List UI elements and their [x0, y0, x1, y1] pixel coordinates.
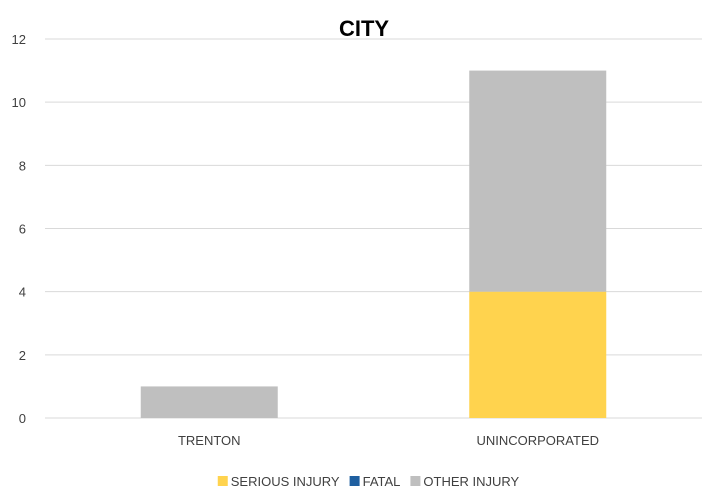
legend-label: FATAL	[363, 474, 401, 489]
bar-segment	[469, 291, 607, 418]
legend-label: OTHER INJURY	[423, 474, 519, 489]
bars	[140, 70, 607, 418]
chart-title: CITY	[339, 16, 389, 41]
x-axis-categories: TRENTON UNINCORPORATED	[178, 433, 599, 448]
y-tick-label: 12	[12, 32, 26, 47]
y-tick-label: 6	[19, 222, 26, 237]
y-axis-ticks: 0 2 4 6 8 10 12	[12, 32, 26, 426]
y-tick-label: 8	[19, 158, 26, 173]
y-tick-label: 0	[19, 411, 26, 426]
y-tick-label: 2	[19, 348, 26, 363]
bar-segment	[140, 386, 278, 418]
bar-segment	[469, 70, 607, 292]
legend-swatch	[217, 476, 228, 486]
x-category-label: UNINCORPORATED	[476, 433, 599, 448]
y-tick-label: 10	[12, 95, 26, 110]
y-tick-label: 4	[19, 285, 26, 300]
x-category-label: TRENTON	[178, 433, 241, 448]
legend: SERIOUS INJURY FATAL OTHER INJURY	[217, 474, 520, 489]
legend-label: SERIOUS INJURY	[231, 474, 340, 489]
legend-swatch	[349, 476, 360, 486]
legend-swatch	[410, 476, 421, 486]
gridlines	[45, 38, 702, 419]
